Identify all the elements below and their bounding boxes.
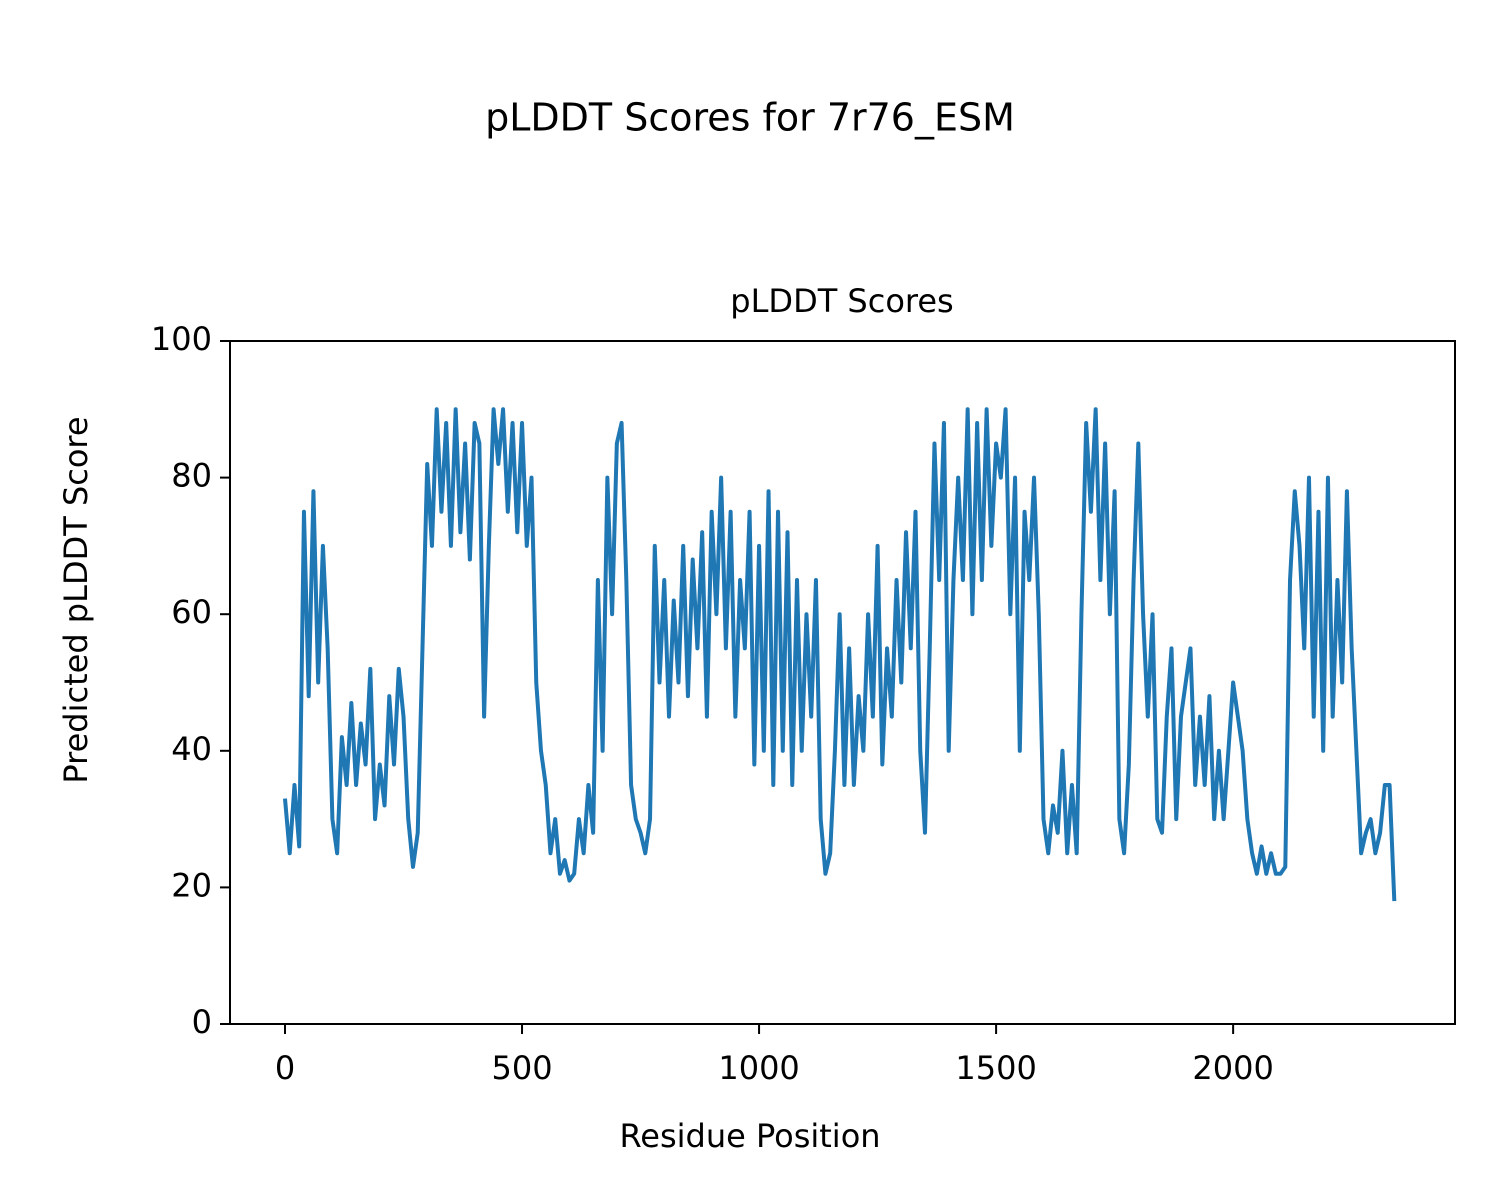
y-tick-label: 20: [171, 866, 212, 904]
y-tick-label: 60: [171, 593, 212, 631]
axes-frame: [229, 340, 1456, 1025]
y-tick-label: 40: [171, 730, 212, 768]
x-tick-label: 500: [491, 1049, 552, 1087]
x-tick-label: 2000: [1192, 1049, 1273, 1087]
x-tick-label: 1500: [955, 1049, 1036, 1087]
chart-suptitle: pLDDT Scores for 7r76_ESM: [485, 96, 1015, 140]
y-axis-label: Predicted pLDDT Score: [57, 416, 95, 783]
x-tick-label: 0: [275, 1049, 295, 1087]
y-tick-label: 100: [151, 320, 212, 358]
x-tick-label: 1000: [718, 1049, 799, 1087]
data-line: [282, 407, 1397, 902]
y-tick-label: 0: [192, 1003, 212, 1041]
axes-title: pLDDT Scores: [730, 282, 953, 320]
x-axis-label: Residue Position: [619, 1117, 880, 1155]
y-tick-label: 80: [171, 457, 212, 495]
